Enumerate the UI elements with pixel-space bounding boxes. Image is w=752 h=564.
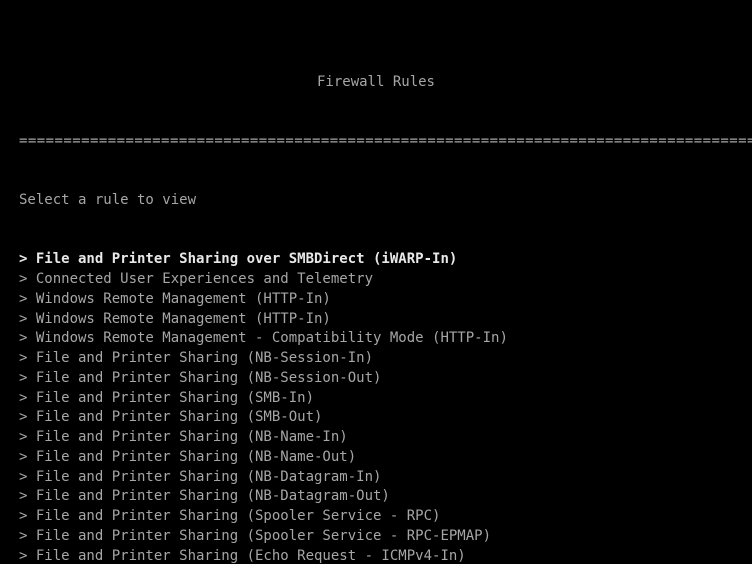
rule-label: File and Printer Sharing (Echo Request -… [35,547,466,564]
rule-item[interactable]: > File and Printer Sharing (SMB-Out) [0,408,752,428]
rule-label: File and Printer Sharing (NB-Datagram-In… [35,468,382,485]
rules-list: > File and Printer Sharing over SMBDirec… [0,250,752,564]
rule-label: File and Printer Sharing (NB-Session-In) [35,350,374,366]
rule-label: File and Printer Sharing (SMB-In) [35,389,315,406]
rule-marker: > [19,468,36,485]
rule-item[interactable]: > Connected User Experiences and Telemet… [0,270,752,290]
rule-item[interactable]: > File and Printer Sharing (Spooler Serv… [0,527,752,547]
rule-label: Windows Remote Management (HTTP-In) [35,290,331,307]
rule-label: File and Printer Sharing (NB-Datagram-Ou… [35,488,390,505]
rule-item[interactable]: > Windows Remote Management (HTTP-In) [0,290,752,310]
rule-marker: > [19,290,36,307]
rule-item[interactable]: > File and Printer Sharing (NB-Name-Out) [0,448,752,468]
rule-marker: > [19,527,36,544]
prompt-text: Select a rule to view [19,192,197,208]
rule-item[interactable]: > File and Printer Sharing (SMB-In) [0,389,752,409]
rule-label: Connected User Experiences and Telemetry [35,271,374,287]
rule-item[interactable]: > File and Printer Sharing (Spooler Serv… [0,507,752,527]
rule-item[interactable]: > Windows Remote Management - Compatibil… [0,329,752,349]
rule-label: File and Printer Sharing (NB-Session-Out… [35,369,382,386]
page-title: Firewall Rules [316,73,435,90]
divider-line: ========================================… [19,132,752,149]
rule-item[interactable]: > File and Printer Sharing (NB-Session-O… [0,369,752,389]
rule-marker: > [19,488,36,505]
rule-marker: > [19,369,36,386]
rule-label: File and Printer Sharing (SMB-Out) [35,409,323,426]
rule-item[interactable]: > File and Printer Sharing (NB-Session-I… [0,349,752,369]
rule-item[interactable]: > Windows Remote Management (HTTP-In) [0,310,752,330]
rule-item[interactable]: > File and Printer Sharing (NB-Datagram-… [0,468,752,488]
rule-item[interactable]: > File and Printer Sharing (Echo Request… [0,547,752,564]
rule-label: Windows Remote Management - Compatibilit… [35,330,508,347]
rule-label: File and Printer Sharing (Spooler Servic… [35,527,492,544]
rule-marker: > [19,271,36,287]
rule-label: File and Printer Sharing (NB-Name-In) [35,429,348,445]
rule-marker: > [19,389,36,406]
rule-item[interactable]: > File and Printer Sharing (NB-Name-In) [0,428,752,448]
rule-marker: > [19,310,36,327]
rule-label: File and Printer Sharing over SMBDirect … [35,251,458,268]
rule-marker: > [19,330,36,347]
rule-marker: > [19,508,36,524]
rule-item[interactable]: > File and Printer Sharing (NB-Datagram-… [0,487,752,507]
rule-marker: > [19,251,36,268]
rule-marker: > [19,409,36,426]
rule-marker: > [19,350,36,366]
rule-marker: > [19,429,36,445]
rule-marker: > [19,448,36,465]
rule-label: File and Printer Sharing (NB-Name-Out) [35,448,357,465]
rule-item[interactable]: > File and Printer Sharing over SMBDirec… [0,250,752,270]
rule-marker: > [19,547,36,564]
rule-label: File and Printer Sharing (Spooler Servic… [35,508,441,524]
rule-label: Windows Remote Management (HTTP-In) [35,310,331,327]
